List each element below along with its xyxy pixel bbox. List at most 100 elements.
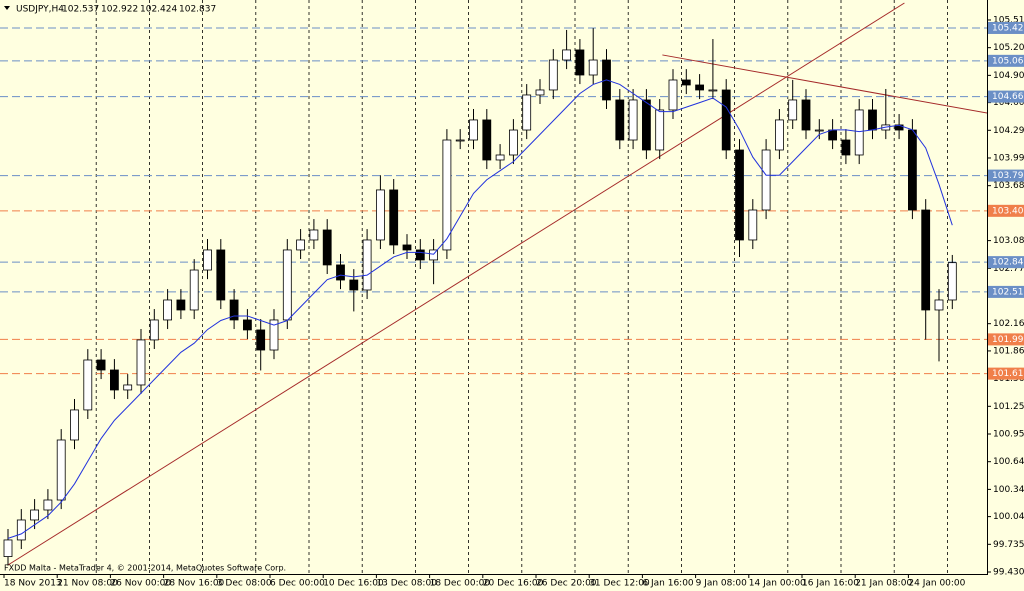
candle-body (375, 189, 385, 241)
x-tick-label: 16 Jan 16:00 (802, 579, 859, 589)
x-tick-label: 26 Nov 00:00 (110, 579, 171, 589)
candle-body (336, 264, 345, 281)
candle-body (455, 139, 465, 142)
y-tick-label: 105.205 (993, 43, 1024, 53)
candle-body (814, 129, 824, 132)
candle-body (788, 99, 798, 121)
candle-body (655, 109, 665, 151)
level-tag (988, 333, 1024, 346)
y-tick-label: 100.040 (993, 512, 1024, 522)
candle-body (322, 229, 332, 266)
candle-body (548, 59, 558, 91)
x-tick-label: 14 Jan 00:00 (749, 579, 806, 589)
candle-body (854, 109, 864, 156)
candle-body (56, 439, 66, 501)
level-label: 101.992 (992, 335, 1024, 345)
y-tick-label: 104.900 (993, 71, 1024, 81)
plot (0, 2, 987, 566)
level-tag (988, 256, 1024, 269)
candle-body (615, 99, 625, 141)
candle-body (256, 329, 266, 351)
candle-body (735, 149, 744, 241)
y-tick-label: 102.165 (993, 319, 1024, 329)
candle-body (535, 89, 545, 96)
x-tick-label: 9 Jan 08:00 (696, 579, 748, 589)
trendline (662, 54, 987, 114)
x-tick-label: 10 Dec 16:00 (323, 579, 384, 589)
candle-body (748, 209, 758, 241)
x-tick-label: 6 Dec 00:00 (270, 579, 325, 589)
candle-body (801, 99, 811, 131)
x-tick-label: 21 Nov 08:00 (57, 579, 118, 589)
candle-body (16, 519, 26, 541)
candle-body (189, 269, 199, 311)
candle-body (96, 359, 106, 371)
level-tag (988, 54, 1024, 67)
candle-body (588, 59, 598, 76)
x-tick-label: 26 Dec 20:00 (536, 579, 597, 589)
y-tick-label: 105.510 (993, 15, 1024, 25)
candle-body (708, 89, 718, 92)
level-label: 105.060 (992, 56, 1024, 66)
candle-body (668, 79, 678, 111)
x-tick-label: 18 Nov 2013 (4, 579, 62, 589)
level-label: 105.422 (992, 23, 1024, 33)
candle-body (947, 262, 957, 301)
level-tag (988, 204, 1024, 217)
x-tick-label: 20 Dec 16:00 (483, 579, 544, 589)
header-high: 102.922 (101, 5, 138, 15)
y-tick-label: 101.865 (993, 346, 1024, 356)
candle-body (123, 384, 133, 391)
candle-body (149, 319, 159, 341)
x-tick-label: 31 Dec 12:00 (589, 579, 650, 589)
candle-body (775, 119, 784, 151)
level-label: 103.408 (992, 206, 1024, 216)
level-label: 103.796 (992, 171, 1024, 181)
candle-body (309, 229, 319, 241)
y-tick-label: 104.600 (993, 98, 1024, 108)
menu-arrow[interactable] (4, 6, 10, 10)
candle-body (908, 129, 917, 211)
y-tick-label: 101.255 (993, 402, 1024, 412)
candle-body (642, 99, 651, 151)
header-low: 102.424 (140, 5, 177, 15)
candle-body (575, 49, 585, 76)
candle-body (681, 79, 691, 86)
candle-body (469, 119, 478, 141)
candle-body (828, 129, 837, 141)
x-tick-label: 18 Dec 00:00 (430, 579, 491, 589)
footer: FXDD Malta - MetaTrader 4, © 2001-2014, … (4, 564, 286, 573)
x-tick-label: 3 Dec 08:00 (217, 579, 272, 589)
candle-body (70, 409, 79, 441)
level-label: 102.515 (992, 287, 1024, 297)
candle-body (43, 499, 53, 511)
level-tag (988, 21, 1024, 34)
candle-body (934, 299, 944, 311)
candle-body (442, 139, 452, 251)
y-tick-label: 100.950 (993, 429, 1024, 439)
level-tag (988, 90, 1024, 103)
level-tag (988, 367, 1024, 380)
symbol: USDJPY,H4 (16, 5, 64, 15)
candle-body (296, 239, 306, 251)
candle-body (841, 139, 851, 156)
candle-body (242, 319, 252, 331)
candle-body (868, 109, 877, 131)
trendline (7, 2, 905, 566)
candle-body (203, 249, 212, 271)
level-label: 102.843 (992, 258, 1024, 268)
candle-body (695, 84, 704, 91)
candle-body (110, 369, 119, 391)
level-tag (988, 169, 1024, 182)
candle-body (216, 249, 226, 301)
candle-body (83, 359, 93, 411)
candle-body (362, 239, 372, 291)
candle-body (30, 509, 40, 521)
candle-body (921, 209, 931, 311)
x-tick-label: 24 Jan 00:00 (908, 579, 965, 589)
header-close: 102.837 (179, 5, 216, 15)
candle-body (508, 129, 518, 156)
y-tick-label: 103.990 (993, 153, 1024, 163)
candle-body (415, 249, 425, 261)
